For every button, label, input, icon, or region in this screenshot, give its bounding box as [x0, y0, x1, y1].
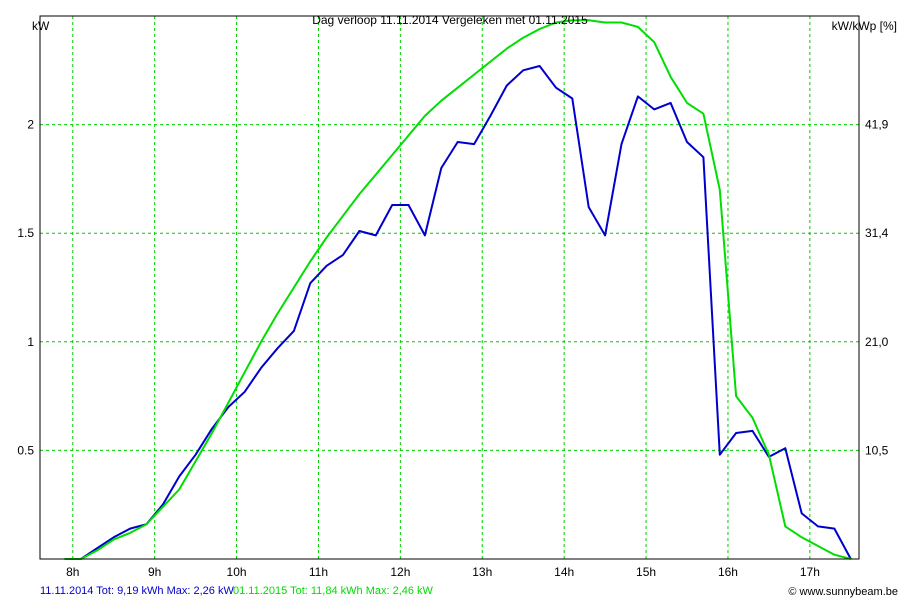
y-tick-label-left: 2: [27, 118, 34, 132]
x-tick-label: 17h: [800, 565, 820, 579]
y-tick-label-right: 41,9: [865, 118, 889, 132]
y-tick-label-right: 31,4: [865, 226, 889, 240]
y-tick-label-left: 1.5: [17, 226, 34, 240]
chart-title: Dag verloop 11.11.2014 Vergeleken met 01…: [312, 13, 588, 27]
y-tick-label-right: 21,0: [865, 335, 889, 349]
x-tick-label: 9h: [148, 565, 161, 579]
credit-text: © www.sunnybeam.be: [788, 586, 898, 598]
legend-series-2: 01.11.2015 Tot: 11,84 kWh Max: 2,46 kW: [233, 585, 434, 597]
x-tick-label: 16h: [718, 565, 738, 579]
y-tick-label-left: 1: [27, 335, 34, 349]
x-tick-label: 15h: [636, 565, 656, 579]
legend-series-1: 11.11.2014 Tot: 9,19 kWh Max: 2,26 kW: [40, 585, 234, 597]
x-tick-label: 12h: [390, 565, 410, 579]
y-tick-label-right: 10,5: [865, 443, 889, 457]
plot-frame: [39, 15, 860, 560]
series-line-2014: [64, 65, 852, 560]
x-tick-label: 13h: [472, 565, 492, 579]
series-lines: [64, 19, 852, 560]
plot-background: [40, 16, 859, 559]
x-tick-label: 11h: [309, 565, 328, 579]
x-tick-label: 8h: [66, 565, 79, 579]
x-tick-label: 10h: [227, 565, 247, 579]
x-tick-label: 14h: [554, 565, 574, 579]
y-axis-left-label: kW: [32, 19, 50, 33]
y-axis-right-label: kW/kWp [%]: [832, 19, 897, 33]
y-tick-label-left: 0.5: [17, 443, 34, 457]
tick-labels: 8h 9h 10h 11h 12h 13h 14h 15h 16h 17h 0.5 10,5 1 21,0…: [17, 118, 888, 579]
series-line-2015: [64, 19, 852, 560]
